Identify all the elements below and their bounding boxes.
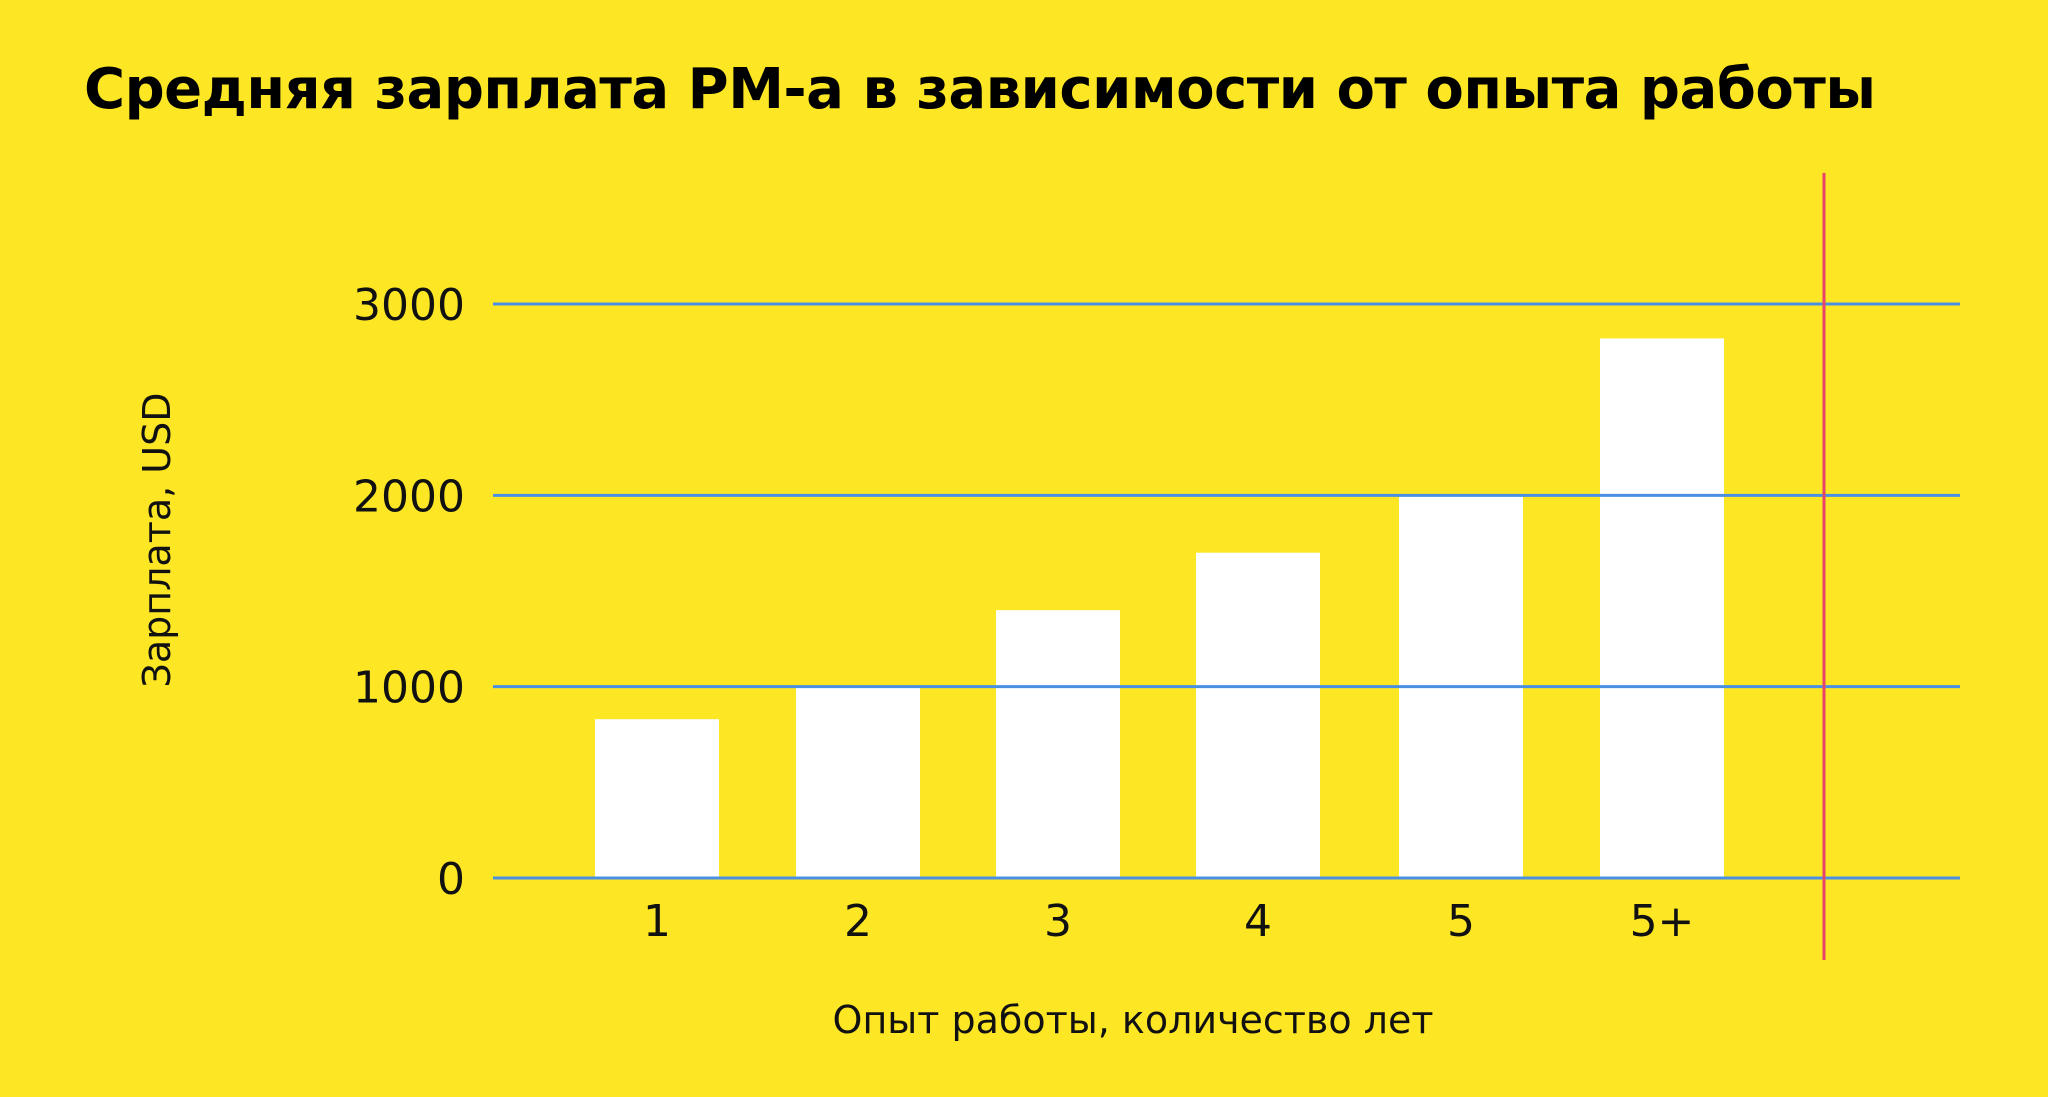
y-tick-label-1: 1000	[353, 663, 465, 714]
y-axis-label: Зарплата, USD	[135, 393, 179, 688]
x-tick-label-1: 2	[844, 896, 872, 947]
chart-title: Средняя зарплата PM-а в зависимости от о…	[84, 57, 1876, 122]
bar-5+	[1600, 338, 1724, 878]
x-tick-label-4: 5	[1447, 896, 1475, 947]
bar-3	[996, 610, 1120, 878]
x-axis-ticks: 1 2 3 4 5 5+	[643, 896, 1694, 947]
y-axis-ticks: 0 1000 2000 3000	[353, 280, 465, 905]
x-tick-label-2: 3	[1044, 896, 1072, 947]
y-tick-label-0: 0	[437, 854, 465, 905]
bar-2	[796, 686, 920, 878]
y-tick-label-3: 3000	[353, 280, 465, 331]
bar-4	[1196, 552, 1320, 878]
x-tick-label-0: 1	[643, 896, 671, 947]
x-tick-label-3: 4	[1244, 896, 1272, 947]
y-tick-label-2: 2000	[353, 471, 465, 522]
bars	[595, 338, 1724, 878]
gridlines	[493, 302, 1960, 880]
bar-1	[595, 719, 719, 878]
x-tick-label-5: 5+	[1630, 896, 1695, 947]
x-axis-label: Опыт работы, количество лет	[833, 998, 1434, 1042]
